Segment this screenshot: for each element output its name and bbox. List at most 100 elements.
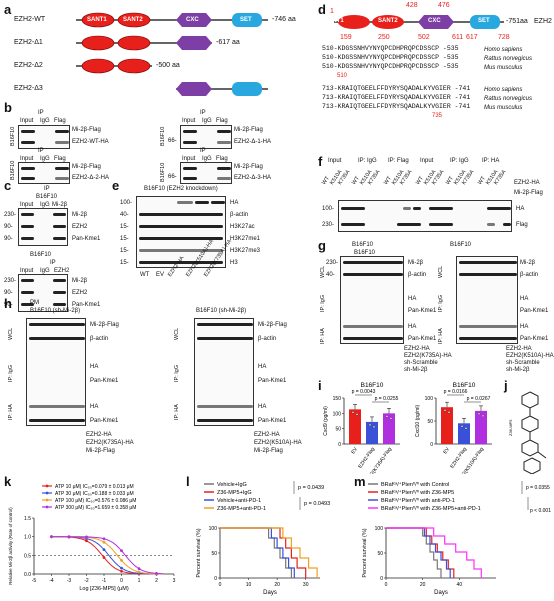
cell-line: B16F10 [352, 242, 374, 248]
pos-bottom: 611 [452, 34, 464, 41]
col-igg: IgG [202, 118, 212, 124]
data-point [477, 412, 481, 416]
panel-label-l: l [186, 474, 190, 489]
blot [18, 274, 68, 312]
x-tick-label: 0 [219, 582, 222, 588]
group-label: IP: IgG [450, 158, 469, 164]
col-igg: IgG [202, 156, 212, 162]
band-label: HA [520, 296, 529, 302]
chart-survival-m: 0 50 100 0 20 40 Days Percent survival (%) BRafᶜ… [362, 481, 551, 596]
band-label: Pan-Kme1 [72, 236, 101, 242]
seq-row: 510-KDGSSNHVYNYQPCDHPRQPCDSSCP -535 [322, 63, 459, 70]
cond-label: EZH2(K510A)-HA [506, 353, 554, 359]
col-flag: Flag [216, 156, 228, 162]
legend-label: BRafᶜᵃ/⁺Ptenᶠˡ/ᶠˡ with Z36-MP5 [381, 489, 454, 496]
survival-curve [220, 527, 295, 578]
band-label: β-actin [520, 272, 539, 278]
band-label: EZH2-Δ-1-HA [234, 139, 272, 145]
row-label: EZH2-HA [514, 180, 540, 186]
construct-name: EZH2-Δ1 [14, 39, 43, 46]
y-tick-label: 100 [209, 526, 218, 532]
col-igg: IgG [40, 202, 50, 208]
band-label: Pan-Kme1 [90, 418, 119, 424]
bar [475, 410, 487, 444]
col-igg: IgG [40, 268, 50, 274]
blot [180, 125, 232, 149]
data-point [85, 539, 88, 543]
set-domain [232, 13, 262, 27]
pos-bottom: 617 [466, 34, 478, 41]
data-point [460, 425, 464, 428]
data-point [50, 535, 53, 539]
bar [383, 413, 395, 444]
cond-label: EZH2(K735A)-HA [86, 440, 134, 446]
cell-line: B16F10 (sh-Mi-2β) [30, 308, 81, 314]
bar [441, 407, 453, 444]
survival-curve [386, 527, 442, 578]
data-point [443, 409, 447, 412]
band-label: HA [408, 324, 417, 330]
band-label: H3K27me3 [230, 248, 261, 254]
col-input: Input [20, 156, 34, 162]
mw-marker: 100- [120, 200, 133, 206]
group-label: IP: IgG [358, 158, 377, 164]
x-tick-label: -2 [84, 578, 89, 584]
legend-label: Z36-MP5+IgG [217, 490, 252, 496]
legend-label: Vehicle+anti-PD-1 [217, 498, 261, 504]
p-value: p = 0.0439 [298, 485, 324, 491]
cond-label: EZH2-HA [506, 346, 532, 352]
cond-label: EZH2(K510A)-HA [254, 440, 302, 446]
x-tick-label: 30 [303, 582, 309, 588]
data-point [137, 570, 141, 574]
legend-label: BRafᶜᵃ/⁺Ptenᶠˡ/ᶠˡ with anti-PD-1 [381, 497, 455, 504]
band-label: Pan-Kme1 [520, 336, 549, 342]
y-tick-label: 0 [430, 442, 433, 448]
band-label: Pan-Kme1 [408, 336, 437, 342]
mw-marker: 230- [4, 212, 17, 218]
site-position: 735 [432, 113, 443, 119]
band-label: H3K27me1 [230, 236, 261, 242]
x-tick-label: 0 [120, 578, 123, 584]
p-value: p = 0.0267 [467, 396, 491, 402]
sant2-label: SANT2 [123, 17, 143, 23]
legend-label: BRafᶜᵃ/⁺Ptenᶠˡ/ᶠˡ with Control [381, 481, 449, 488]
band-label: HA [520, 324, 529, 330]
mw-marker: 15- [120, 224, 129, 230]
species-label: Homo sapiens [484, 47, 523, 53]
x-axis-label: Days [434, 590, 448, 596]
panel-label-j: j [504, 378, 508, 393]
mw-marker: 66- [168, 138, 177, 144]
panel-label-h: h [4, 296, 12, 311]
bar [366, 421, 378, 444]
blot [340, 256, 404, 344]
survival-curve [386, 527, 451, 578]
panel-label-m: m [354, 474, 366, 489]
blot [194, 318, 254, 426]
ip-label: IP [44, 186, 50, 192]
band-label: β-actin [408, 272, 427, 278]
sant2-label: SANT2 [378, 18, 398, 24]
survival-curve [220, 527, 318, 578]
side-label: IP: HA [8, 404, 14, 420]
band-label: Mi-2β-Flag [72, 127, 101, 133]
species-label: Mus musculus [484, 105, 523, 111]
data-point [102, 548, 106, 552]
mw-marker: 230- [322, 222, 335, 228]
mw-marker: 40- [326, 272, 335, 278]
cond-label: sh-Scramble [404, 360, 438, 366]
z36-mp5-structure: Z36-MP5 [508, 391, 547, 474]
p-value: p = 0.0255 [375, 396, 399, 402]
data-point [385, 415, 389, 418]
legend-label: Z36-MP5+anti-PD-1 [217, 506, 266, 512]
p-value: p = 0.0355 [526, 485, 550, 491]
blot [456, 256, 518, 344]
y-axis-label: Cxcl10 (pg/ml) [415, 405, 421, 438]
y-tick-label: 50 [427, 419, 433, 425]
survival-curve [386, 527, 482, 578]
pm-label: PM [30, 300, 39, 306]
mw-marker: 15- [120, 248, 129, 254]
seq-row: 713-KRAIQTGEELFFDYRYSQADALKYVGIER -741 [322, 85, 471, 92]
y-axis-label: Relative Mi-2β activity (Rate of control… [8, 507, 13, 585]
